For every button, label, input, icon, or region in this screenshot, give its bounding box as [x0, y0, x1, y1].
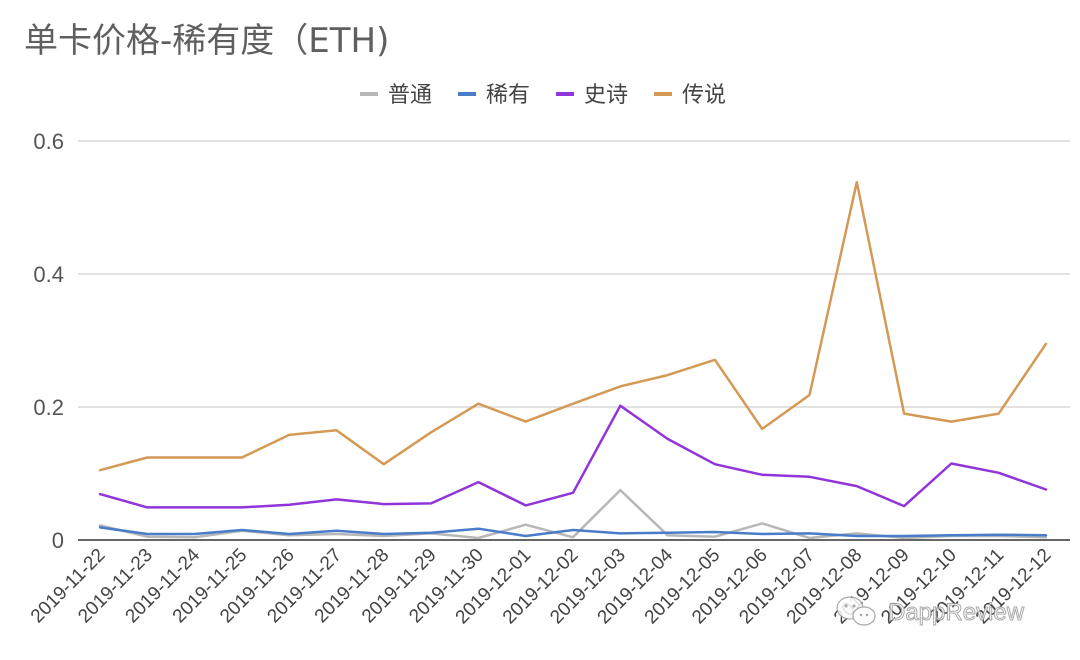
y-tick-label: 0.6 — [33, 129, 64, 154]
y-axis-ticks: 0 0.2 0.4 0.6 — [33, 129, 64, 553]
legend-item: 史诗 — [556, 83, 628, 108]
series-line-传说 — [98, 180, 1048, 472]
legend-label: 稀有 — [486, 83, 530, 108]
watermark: DappReview — [836, 596, 1025, 627]
legend-item: 普通 — [360, 83, 432, 108]
legend-label: 史诗 — [584, 83, 628, 108]
legend: 普通 稀有 史诗 传说 — [360, 83, 726, 108]
chart-title: 单卡价格-稀有度（ETH) — [24, 21, 389, 61]
gridlines — [78, 140, 1070, 541]
y-tick-label: 0.2 — [33, 395, 64, 420]
legend-item: 稀有 — [458, 83, 530, 108]
legend-label: 传说 — [682, 83, 726, 108]
wechat-icon — [836, 596, 876, 626]
y-tick-label: 0.4 — [33, 262, 64, 287]
watermark-text: DappReview — [888, 599, 1025, 626]
series-line-史诗 — [98, 404, 1048, 509]
legend-label: 普通 — [388, 83, 432, 108]
series-lines — [98, 180, 1048, 540]
series-line-稀有 — [98, 526, 1048, 538]
y-tick-label: 0 — [52, 528, 64, 553]
legend-item: 传说 — [654, 83, 726, 108]
